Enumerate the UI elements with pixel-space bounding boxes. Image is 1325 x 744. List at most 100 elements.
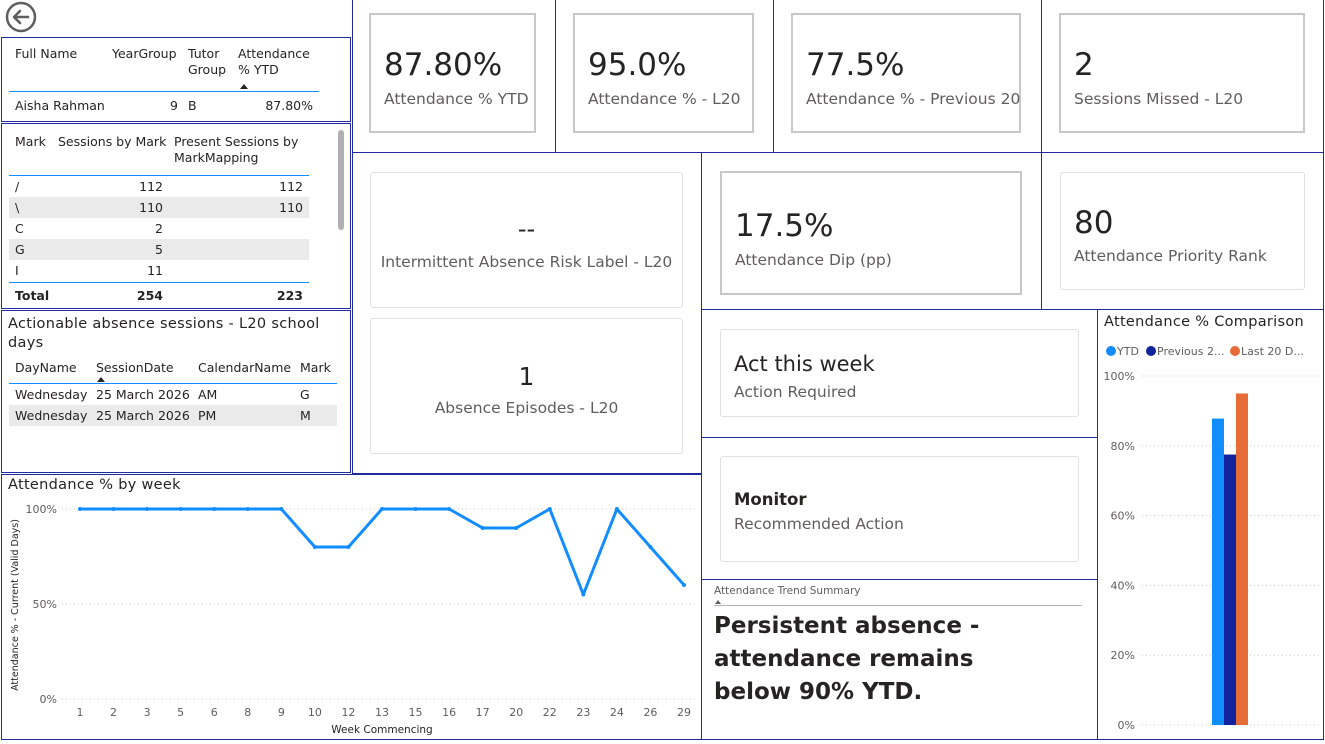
sort-ascending-icon (97, 377, 105, 382)
trend-summary-header: Attendance Trend Summary (714, 585, 861, 597)
table-row[interactable]: I 11 (9, 260, 309, 281)
cell-mark: I (15, 263, 19, 278)
data-point[interactable] (614, 507, 619, 511)
kpi-value: 77.5% (806, 47, 905, 83)
data-point[interactable] (178, 507, 183, 511)
col-header-present-sessions[interactable]: Present Sessions by MarkMapping (174, 134, 299, 165)
cell-present: 112 (279, 179, 303, 194)
x-tick-label: 3 (144, 706, 151, 719)
data-point[interactable] (78, 507, 82, 511)
kpi-label: Attendance Dip (pp) (735, 251, 892, 269)
x-tick-label: 26 (643, 706, 657, 719)
data-point[interactable] (380, 507, 384, 511)
data-point[interactable] (111, 507, 116, 511)
header-divider (714, 605, 1082, 606)
data-point[interactable] (447, 507, 452, 511)
col-header-attendance-ytd[interactable]: Attendance % YTD (238, 46, 310, 77)
total-label: Total (15, 288, 50, 303)
data-point[interactable] (514, 526, 519, 530)
cell-mark: G (15, 242, 25, 257)
cell-sessions: 110 (139, 200, 163, 215)
student-info-panel: Full Name YearGroup Tutor Group Attendan… (1, 37, 351, 122)
bar[interactable] (1212, 418, 1224, 725)
table-row[interactable]: Wednesday 25 March 2026 PM M (9, 405, 337, 426)
data-point[interactable] (682, 583, 686, 587)
trend-summary-panel: Attendance Trend Summary Persistent abse… (701, 579, 1098, 740)
kpi-card-ytd: 87.80% Attendance % YTD (369, 13, 536, 133)
y-axis-label: Attendance % - Current (Valid Days) (10, 519, 21, 691)
sort-ascending-icon (715, 600, 721, 604)
kpi-label: Sessions Missed - L20 (1074, 90, 1244, 108)
data-point[interactable] (212, 507, 217, 511)
legend-marker[interactable] (1230, 346, 1240, 356)
bar[interactable] (1236, 393, 1248, 725)
data-point[interactable] (312, 545, 317, 549)
x-tick-label: 24 (610, 706, 624, 719)
col-header-full-name[interactable]: Full Name (15, 46, 78, 61)
kpi-value: 1 (518, 362, 535, 391)
data-point[interactable] (547, 507, 552, 511)
cell-mark: G (300, 387, 310, 402)
cell-mark: \ (15, 200, 20, 215)
data-point[interactable] (145, 507, 150, 511)
legend-marker[interactable] (1106, 346, 1116, 356)
cell-dayname: Wednesday (15, 408, 88, 423)
vertical-scrollbar[interactable] (338, 130, 344, 230)
kpi-card-absence-episodes: 1 Absence Episodes - L20 (370, 318, 683, 454)
col-header-sessiondate[interactable]: SessionDate (96, 360, 174, 375)
col-header-yeargroup[interactable]: YearGroup (112, 46, 177, 61)
data-point[interactable] (245, 507, 250, 511)
data-point[interactable] (480, 526, 485, 530)
data-point[interactable] (648, 545, 653, 549)
total-row: Total 254 223 (9, 282, 309, 306)
legend-label[interactable]: Previous 2... (1157, 345, 1224, 358)
kpi-label: Attendance % - Previous 20 (806, 90, 1021, 108)
x-tick-label: 6 (211, 706, 218, 719)
x-tick-label: 20 (509, 706, 523, 719)
data-point[interactable] (413, 507, 418, 511)
cell-sessiondate: 25 March 2026 (96, 387, 190, 402)
cell-full-name: Aisha Rahman (15, 98, 105, 113)
x-tick-label: 22 (543, 706, 557, 719)
col-header-dayname[interactable]: DayName (15, 360, 77, 375)
kpi-label: Attendance Priority Rank (1074, 247, 1267, 265)
legend-marker[interactable] (1146, 346, 1156, 356)
kpi-value: 2 (1074, 47, 1094, 83)
data-point[interactable] (346, 545, 351, 549)
table-row[interactable]: Aisha Rahman 9 B 87.80% (9, 92, 319, 118)
series-line[interactable] (80, 507, 686, 596)
kpi-label: Attendance % YTD (384, 90, 529, 108)
y-tick-label: 100% (26, 503, 57, 516)
cell-sessions: 5 (155, 242, 163, 257)
action-label: Action Required (734, 383, 857, 401)
data-point[interactable] (279, 507, 284, 511)
x-tick-label: 17 (476, 706, 490, 719)
weekly-attendance-chart-panel: Attendance % by week 0% 50% 100% 1 2 3 5 6 8 9 10 1… (1, 474, 702, 740)
legend-label[interactable]: YTD (1116, 345, 1139, 358)
table-row[interactable]: \ 110 110 (9, 197, 309, 218)
kpi-label: Intermittent Absence Risk Label - L20 (380, 253, 673, 271)
back-button[interactable] (5, 1, 37, 33)
data-point[interactable] (581, 592, 586, 597)
bar[interactable] (1224, 454, 1236, 725)
x-tick-label: 10 (308, 706, 322, 719)
x-tick-label: 9 (278, 706, 285, 719)
y-tick-label: 0% (40, 693, 57, 706)
col-header-mark[interactable]: Mark (15, 134, 46, 149)
table-row[interactable]: / 112 112 (9, 176, 309, 197)
action-value: Act this week (734, 352, 875, 376)
y-tick-label: 40% (1111, 579, 1135, 592)
col-header-sessions-by-mark[interactable]: Sessions by Mark (58, 134, 167, 149)
cell-dayname: Wednesday (15, 387, 88, 402)
kpi-card-priority-rank: 80 Attendance Priority Rank (1060, 172, 1305, 290)
table-row[interactable]: Wednesday 25 March 2026 AM G (9, 384, 337, 405)
col-header-mark[interactable]: Mark (300, 360, 331, 375)
kpi-label: Absence Episodes - L20 (434, 399, 619, 417)
absence-sessions-panel: Actionable absence sessions - L20 school… (1, 310, 351, 473)
kpi-value: 95.0% (588, 47, 687, 83)
col-header-calendarname[interactable]: CalendarName (198, 360, 292, 375)
legend-label[interactable]: Last 20 D... (1241, 345, 1304, 358)
col-header-tutor-group[interactable]: Tutor Group (188, 46, 227, 77)
